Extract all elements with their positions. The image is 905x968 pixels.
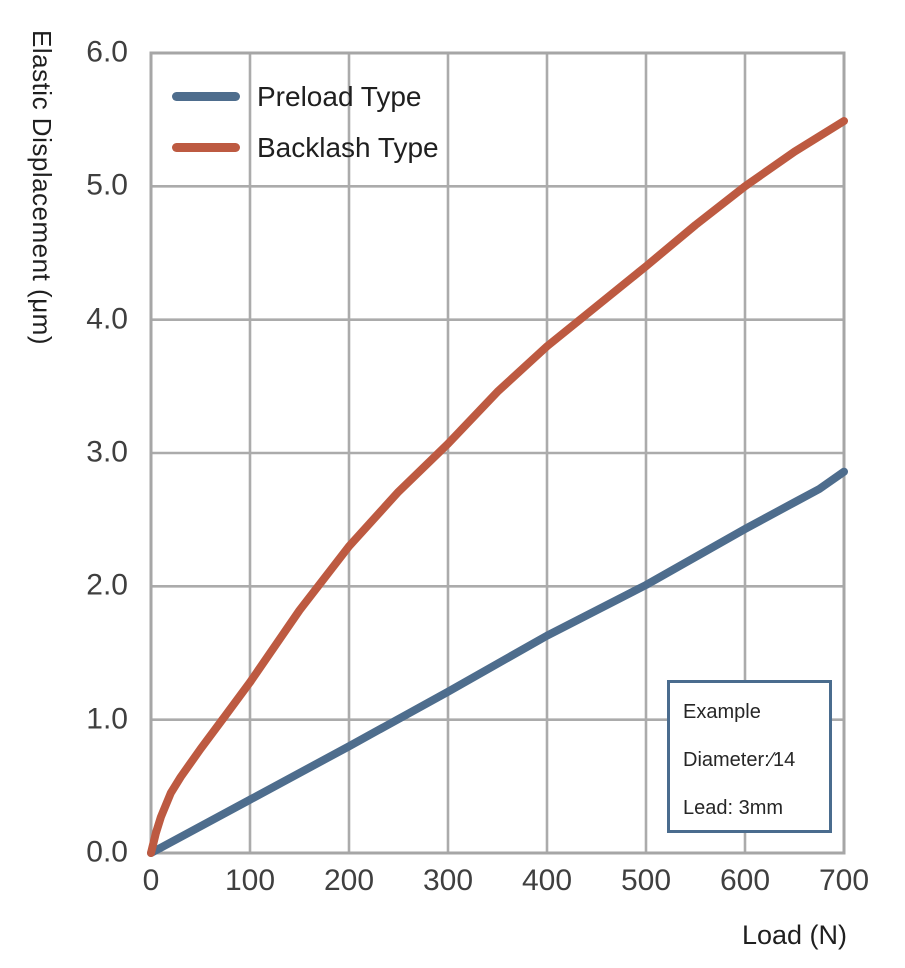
x-axis-title: Load (N) xyxy=(741,920,847,950)
y-tick-label: 2.0 xyxy=(86,568,128,602)
y-tick-label: 0.0 xyxy=(86,835,128,869)
legend-label-preload: Preload Type xyxy=(257,80,422,112)
legend-item-backlash: Backlash Type xyxy=(172,122,439,173)
backlash-type-line xyxy=(147,117,848,857)
x-tick-label: 600 xyxy=(719,864,771,897)
annotation-lead: Lead: 3mm xyxy=(683,797,784,819)
legend: Preload Type Backlash Type xyxy=(172,71,439,173)
preload-line-swatch-icon xyxy=(172,92,240,101)
x-tick-label: 500 xyxy=(620,864,672,897)
x-tick-label: 0 xyxy=(142,864,160,897)
plot-border xyxy=(149,51,846,855)
x-tick-label: 200 xyxy=(323,864,375,897)
x-tick-label: 700 xyxy=(818,864,870,897)
y-tick-label: 6.0 xyxy=(86,35,128,69)
annotation-diameter: Diameter:∕14 xyxy=(683,749,796,771)
x-tick-label: 300 xyxy=(422,864,474,897)
preload-type-line xyxy=(147,467,848,857)
y-tick-label: 4.0 xyxy=(86,301,128,335)
y-tick-label: 5.0 xyxy=(86,168,128,202)
backlash-line-swatch-icon xyxy=(172,143,240,152)
example-annotation-box: Example Diameter:∕14 Lead: 3mm xyxy=(667,680,832,833)
legend-label-backlash: Backlash Type xyxy=(257,131,439,163)
x-tick-label: 100 xyxy=(224,864,276,897)
annotation-title: Example xyxy=(683,701,761,723)
legend-item-preload: Preload Type xyxy=(172,71,439,122)
y-tick-label: 3.0 xyxy=(86,435,128,469)
y-tick-label: 1.0 xyxy=(86,701,128,735)
y-axis-title: Elastic Displacement (μm) xyxy=(27,30,57,345)
x-tick-label: 400 xyxy=(521,864,573,897)
